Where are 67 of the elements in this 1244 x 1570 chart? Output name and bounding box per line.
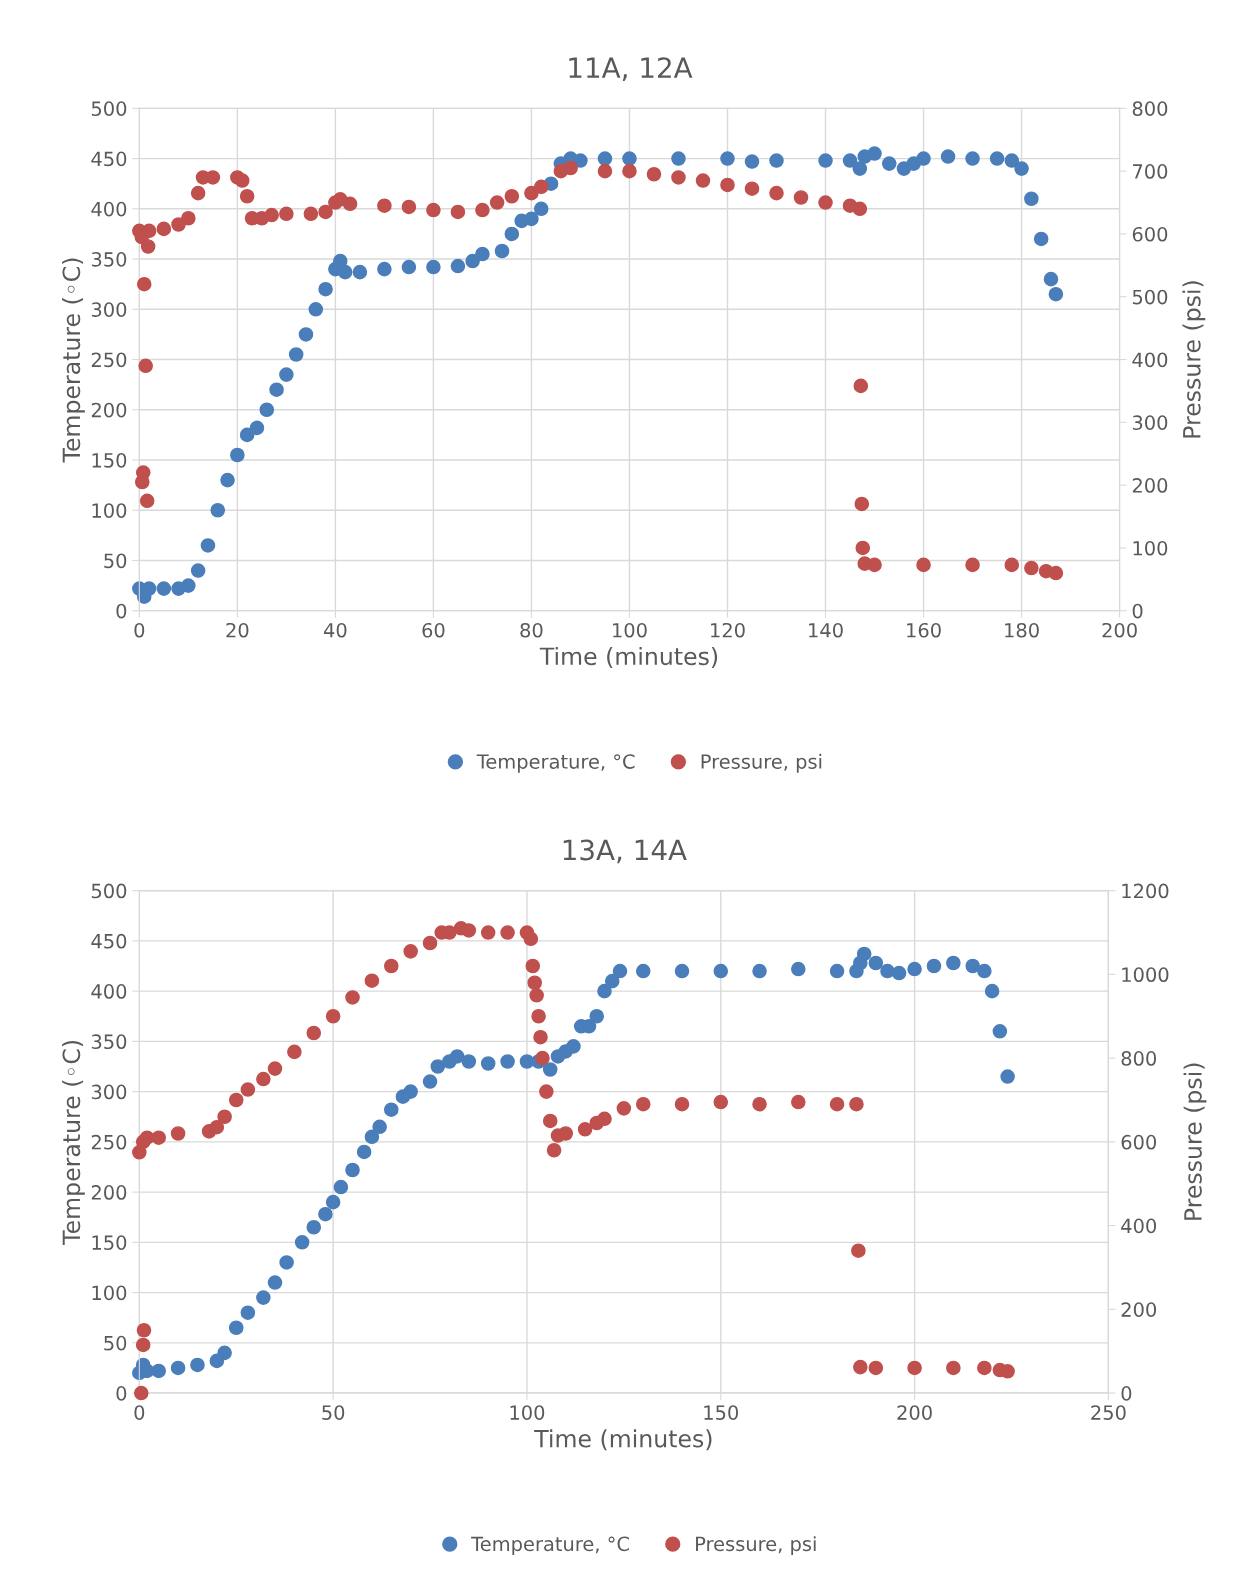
y-tick-label: 350 <box>91 252 127 267</box>
y2-tick-label: 1000 <box>1122 967 1169 983</box>
y2-tick-label: 800 <box>1132 101 1168 116</box>
x-tick-label: 200 <box>1102 622 1137 638</box>
y2-tick-label: 200 <box>1121 1302 1157 1317</box>
x-tick-label: 200 <box>897 1405 932 1420</box>
y2-tick-label: 400 <box>1121 1218 1157 1234</box>
x-tick-label: 50 <box>322 1405 345 1420</box>
legend-label: Temperature, °C <box>476 754 635 773</box>
y-tick-label: 300 <box>91 1084 127 1100</box>
y-tick-label: 200 <box>91 402 127 418</box>
y2-tick-label: 300 <box>1132 415 1168 430</box>
x-tick-label: 250 <box>1091 1405 1126 1420</box>
y-tick-label: 50 <box>104 553 127 569</box>
legend-label: Pressure, psi <box>696 1536 816 1555</box>
y-tick-label: 250 <box>91 352 127 368</box>
y-tick-label: 400 <box>91 984 127 999</box>
chart-title: 13A, 14A <box>563 839 687 864</box>
y-tick-label: 200 <box>91 1185 127 1200</box>
x-tick-label: 160 <box>907 622 941 638</box>
x-axis-title: Time (minutes) <box>539 646 718 668</box>
x-tick-label: 80 <box>520 622 543 638</box>
y-tick-label: 0 <box>116 603 127 619</box>
y2-tick-label: 600 <box>1121 1134 1157 1150</box>
y-tick-label: 450 <box>91 933 127 949</box>
y-tick-label: 300 <box>91 302 127 317</box>
x-tick-label: 40 <box>323 622 347 638</box>
y2-tick-label: 500 <box>1132 289 1168 305</box>
y-tick-label: 150 <box>92 1235 127 1250</box>
y2-tick-label: 800 <box>1121 1051 1157 1066</box>
y-tick-label: 0 <box>116 1386 127 1401</box>
y-tick-label: 100 <box>92 503 127 518</box>
y2-tick-label: 600 <box>1132 226 1168 242</box>
x-tick-label: 100 <box>510 1405 545 1420</box>
y2-tick-label: 0 <box>1132 603 1143 619</box>
y-tick-label: 500 <box>91 101 127 116</box>
y-tick-label: 400 <box>91 201 127 217</box>
x-tick-label: 60 <box>422 622 445 638</box>
x-axis-title: Time (minutes) <box>534 1429 712 1451</box>
x-tick-label: 120 <box>711 622 745 638</box>
y2-tick-label: 400 <box>1132 352 1168 368</box>
y2-tick-label: 1200 <box>1122 883 1169 899</box>
legend-label: Pressure, psi <box>701 753 822 773</box>
x-tick-label: 150 <box>704 1405 739 1420</box>
y2-tick-label: 200 <box>1132 478 1168 493</box>
legend-label: Temperature, °C <box>471 1536 629 1555</box>
y2-axis-title: Pressure (psi) <box>1182 281 1206 438</box>
x-tick-label: 180 <box>1005 622 1039 638</box>
y-tick-label: 50 <box>104 1335 127 1351</box>
y2-tick-label: 700 <box>1133 164 1168 179</box>
y2-tick-label: 0 <box>1121 1386 1132 1401</box>
y-tick-label: 450 <box>91 151 127 167</box>
y-tick-label: 500 <box>91 883 127 899</box>
y2-tick-label: 100 <box>1133 540 1168 556</box>
y-axis-title: Temperature (◦C) <box>62 258 85 463</box>
y-axis-title: Temperature (◦C) <box>62 1040 85 1245</box>
x-tick-label: 100 <box>613 622 647 638</box>
x-tick-label: 0 <box>134 1405 145 1420</box>
y-tick-label: 350 <box>91 1034 127 1050</box>
x-tick-label: 0 <box>134 622 145 638</box>
y-tick-label: 250 <box>91 1134 127 1150</box>
y2-axis-title: Pressure (psi) <box>1183 1063 1207 1220</box>
x-tick-label: 20 <box>226 622 249 638</box>
x-tick-label: 140 <box>809 622 843 638</box>
y-tick-label: 150 <box>92 452 127 468</box>
chart-title: 11A, 12A <box>569 57 693 81</box>
y-tick-label: 100 <box>92 1285 127 1301</box>
